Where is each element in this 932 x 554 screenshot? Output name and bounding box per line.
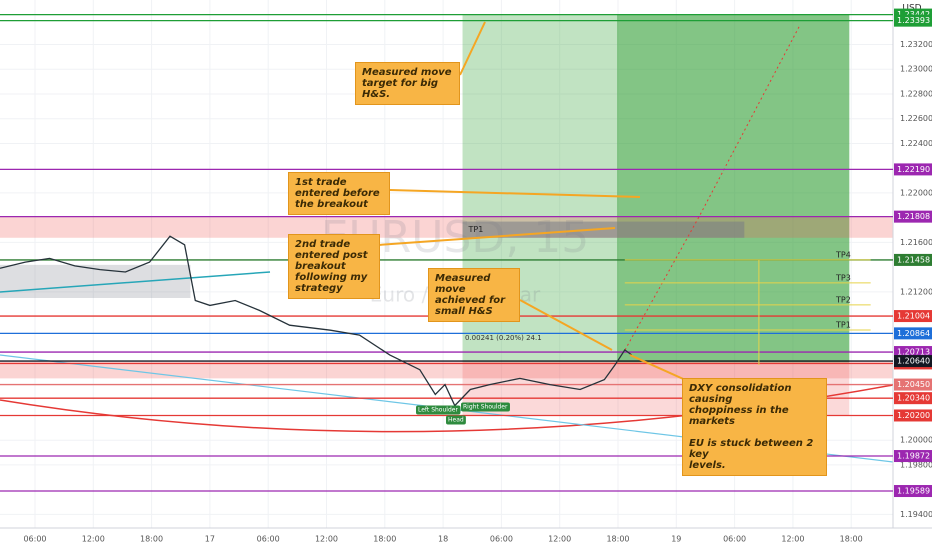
price-badge-label: 1.23393	[897, 16, 930, 25]
pattern-label-box	[446, 415, 466, 425]
zone-label: TP1	[468, 225, 484, 234]
y-tick-label: 1.19800	[900, 460, 932, 469]
callout: Measured move achieved for small H&S	[428, 268, 520, 322]
price-badge	[894, 450, 932, 463]
x-tick-label: 12:00	[548, 535, 571, 544]
pattern-label-box	[416, 405, 461, 415]
price-badge	[894, 14, 932, 27]
price-badge	[894, 378, 932, 391]
x-tick-label: 17	[205, 535, 215, 544]
x-tick-label: 18:00	[373, 535, 396, 544]
y-tick-label: 1.22400	[900, 139, 932, 148]
price-badge-label: 1.21458	[897, 255, 930, 264]
price-badge	[894, 392, 932, 405]
callout-pointer	[519, 299, 613, 351]
y-tick-label: 1.20000	[900, 436, 932, 445]
y-tick-label: 1.19400	[900, 510, 932, 519]
price-badge	[894, 355, 932, 368]
price-badge-label: 1.21808	[897, 212, 930, 221]
price-badge-label: 1.20713	[897, 348, 930, 357]
pattern-label: Right Shoulder	[463, 404, 508, 411]
trend-line	[0, 271, 271, 293]
measure-label: 0.00241 (0.20%) 24.1	[465, 334, 542, 342]
callout-pointer	[629, 354, 691, 383]
pattern-label: Head	[448, 417, 464, 424]
tp-label: TP1	[835, 321, 851, 330]
y-tick-label: 1.21200	[900, 287, 932, 296]
price-badge	[894, 310, 932, 323]
x-tick-label: 18:00	[140, 535, 163, 544]
x-tick-label: 12:00	[781, 535, 804, 544]
price-badge-label: 1.20864	[897, 329, 930, 338]
x-tick-label: 06:00	[490, 535, 513, 544]
zone	[617, 14, 850, 363]
x-tick-label: 19	[671, 535, 681, 544]
price-badge	[894, 485, 932, 498]
callout-pointer	[389, 189, 641, 198]
x-tick-label: 18:00	[840, 535, 863, 544]
x-tick-label: 06:00	[257, 535, 280, 544]
y-tick-label: 1.21600	[900, 238, 932, 247]
zone	[0, 362, 893, 379]
x-tick-label: 12:00	[82, 535, 105, 544]
price-badge	[894, 327, 932, 340]
callout-pointer	[377, 227, 616, 246]
pattern-label: Left Shoulder	[418, 407, 458, 414]
price-badge-label: 1.20200	[897, 411, 930, 420]
tp-label: TP4	[835, 250, 851, 259]
tp-label: TP2	[835, 295, 851, 304]
price-badge-label: 1.19589	[897, 487, 930, 496]
currency: USD	[902, 4, 921, 14]
x-tick-label: 18	[438, 535, 448, 544]
x-tick-label: 06:00	[723, 535, 746, 544]
callout-pointer	[459, 21, 486, 76]
y-tick-label: 1.23200	[900, 40, 932, 49]
y-tick-label: 1.23000	[900, 65, 932, 74]
price-badge-label: 1.23442	[897, 10, 930, 19]
price-badge	[894, 210, 932, 223]
x-tick-label: 12:00	[315, 535, 338, 544]
price-badge	[894, 163, 932, 176]
callout: 2nd trade entered post breakout followin…	[288, 234, 380, 299]
callout: Measured move target for big H&S.	[355, 62, 460, 105]
callout: DXY consolidation causing choppiness in …	[682, 378, 827, 476]
price-badge-label: 1.20450	[897, 380, 930, 389]
x-tick-label: 18:00	[606, 535, 629, 544]
y-tick-label: 1.22800	[900, 89, 932, 98]
price-badge	[894, 253, 932, 266]
zone	[0, 264, 191, 299]
pattern-label-box	[461, 402, 510, 412]
price-badge-label: 1.19872	[897, 452, 930, 461]
tp-label: TP3	[835, 273, 851, 282]
x-tick-label: 06:00	[23, 535, 46, 544]
price-line	[0, 235, 632, 407]
price-badge-label: 1.20640	[897, 357, 930, 366]
y-tick-label: 1.22000	[900, 188, 932, 197]
price-badge-label: 1.22190	[897, 165, 930, 174]
y-tick-label: 1.22600	[900, 114, 932, 123]
price-badge	[894, 409, 932, 422]
price-badge-label: 1.21004	[897, 312, 930, 321]
callout: 1st trade entered before the breakout	[288, 172, 390, 215]
price-badge	[894, 346, 932, 359]
price-badge-label: 1.20340	[897, 394, 930, 403]
